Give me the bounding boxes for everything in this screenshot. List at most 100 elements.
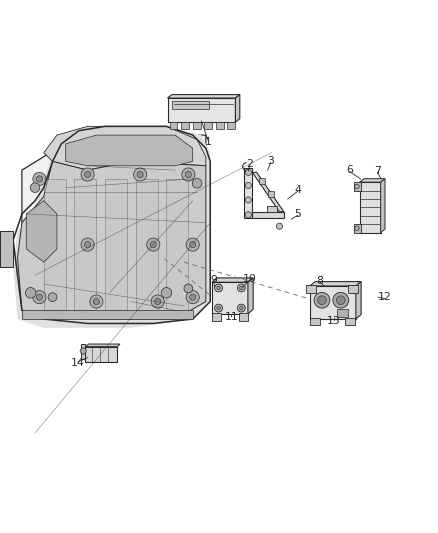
Text: 13: 13 <box>327 316 341 326</box>
Text: 6: 6 <box>346 165 353 175</box>
Text: 5: 5 <box>294 209 301 219</box>
Circle shape <box>245 197 251 203</box>
Bar <box>267 206 277 212</box>
Text: 1: 1 <box>205 136 212 147</box>
Polygon shape <box>22 135 206 231</box>
Polygon shape <box>85 346 117 362</box>
Polygon shape <box>22 310 193 319</box>
Circle shape <box>336 296 345 304</box>
Circle shape <box>276 223 283 229</box>
Bar <box>227 122 235 129</box>
Text: 2: 2 <box>246 159 253 168</box>
Bar <box>310 286 356 319</box>
Bar <box>212 282 248 314</box>
Bar <box>354 224 361 232</box>
Circle shape <box>215 284 223 292</box>
Circle shape <box>36 176 42 182</box>
Circle shape <box>240 306 243 310</box>
Circle shape <box>150 241 156 248</box>
Text: 9: 9 <box>210 274 217 285</box>
Circle shape <box>185 172 191 177</box>
Circle shape <box>33 172 46 185</box>
Circle shape <box>314 292 330 308</box>
Circle shape <box>81 168 94 181</box>
Polygon shape <box>81 344 85 359</box>
Circle shape <box>93 298 99 304</box>
Circle shape <box>318 296 326 304</box>
Circle shape <box>184 284 193 293</box>
Bar <box>105 179 127 310</box>
Circle shape <box>240 286 243 290</box>
Polygon shape <box>360 179 385 182</box>
Polygon shape <box>13 126 210 328</box>
Bar <box>166 179 188 310</box>
Bar <box>172 101 209 109</box>
Circle shape <box>85 241 91 248</box>
Circle shape <box>81 238 94 251</box>
Polygon shape <box>252 212 284 219</box>
Circle shape <box>134 168 147 181</box>
Bar <box>310 318 320 326</box>
Text: 7: 7 <box>374 166 381 176</box>
Circle shape <box>192 179 202 188</box>
Polygon shape <box>212 278 253 282</box>
Bar <box>167 98 236 122</box>
Polygon shape <box>381 179 385 232</box>
Polygon shape <box>44 126 206 170</box>
Circle shape <box>36 294 42 300</box>
Circle shape <box>85 172 91 177</box>
Circle shape <box>155 298 161 304</box>
Polygon shape <box>252 172 284 212</box>
Circle shape <box>48 293 57 302</box>
Bar <box>193 122 201 129</box>
Polygon shape <box>22 170 206 310</box>
Bar <box>354 182 361 191</box>
Bar <box>268 191 274 197</box>
Circle shape <box>90 295 103 308</box>
Text: 10: 10 <box>243 274 257 284</box>
Circle shape <box>215 304 223 312</box>
Bar <box>136 179 158 310</box>
Bar <box>205 122 212 129</box>
Circle shape <box>245 169 251 175</box>
Bar <box>345 318 355 326</box>
Circle shape <box>186 290 199 304</box>
Circle shape <box>333 292 349 308</box>
Circle shape <box>217 286 220 290</box>
Circle shape <box>151 295 164 308</box>
Bar <box>74 179 96 310</box>
Circle shape <box>147 238 160 251</box>
Bar <box>337 309 348 317</box>
Bar <box>360 182 381 232</box>
Circle shape <box>217 306 220 310</box>
Circle shape <box>190 241 196 248</box>
Circle shape <box>190 294 196 300</box>
Bar <box>44 179 66 310</box>
Text: 14: 14 <box>71 358 85 368</box>
Circle shape <box>80 348 86 354</box>
Polygon shape <box>26 201 57 262</box>
Circle shape <box>137 172 143 177</box>
Text: 4: 4 <box>294 185 301 195</box>
Polygon shape <box>85 344 120 346</box>
Circle shape <box>30 183 40 192</box>
Text: 11: 11 <box>224 312 238 322</box>
Polygon shape <box>310 281 361 286</box>
Circle shape <box>245 212 251 218</box>
Polygon shape <box>248 278 253 314</box>
Circle shape <box>182 168 195 181</box>
Text: 12: 12 <box>378 292 392 302</box>
Polygon shape <box>236 94 240 122</box>
Circle shape <box>161 287 172 298</box>
Circle shape <box>186 238 199 251</box>
Circle shape <box>36 237 42 243</box>
Circle shape <box>33 290 46 304</box>
Bar <box>181 122 189 129</box>
Circle shape <box>245 182 251 189</box>
Polygon shape <box>18 161 206 319</box>
Polygon shape <box>244 168 252 219</box>
Polygon shape <box>356 281 361 319</box>
Text: 3: 3 <box>267 156 274 166</box>
Circle shape <box>237 304 245 312</box>
Circle shape <box>25 287 36 298</box>
